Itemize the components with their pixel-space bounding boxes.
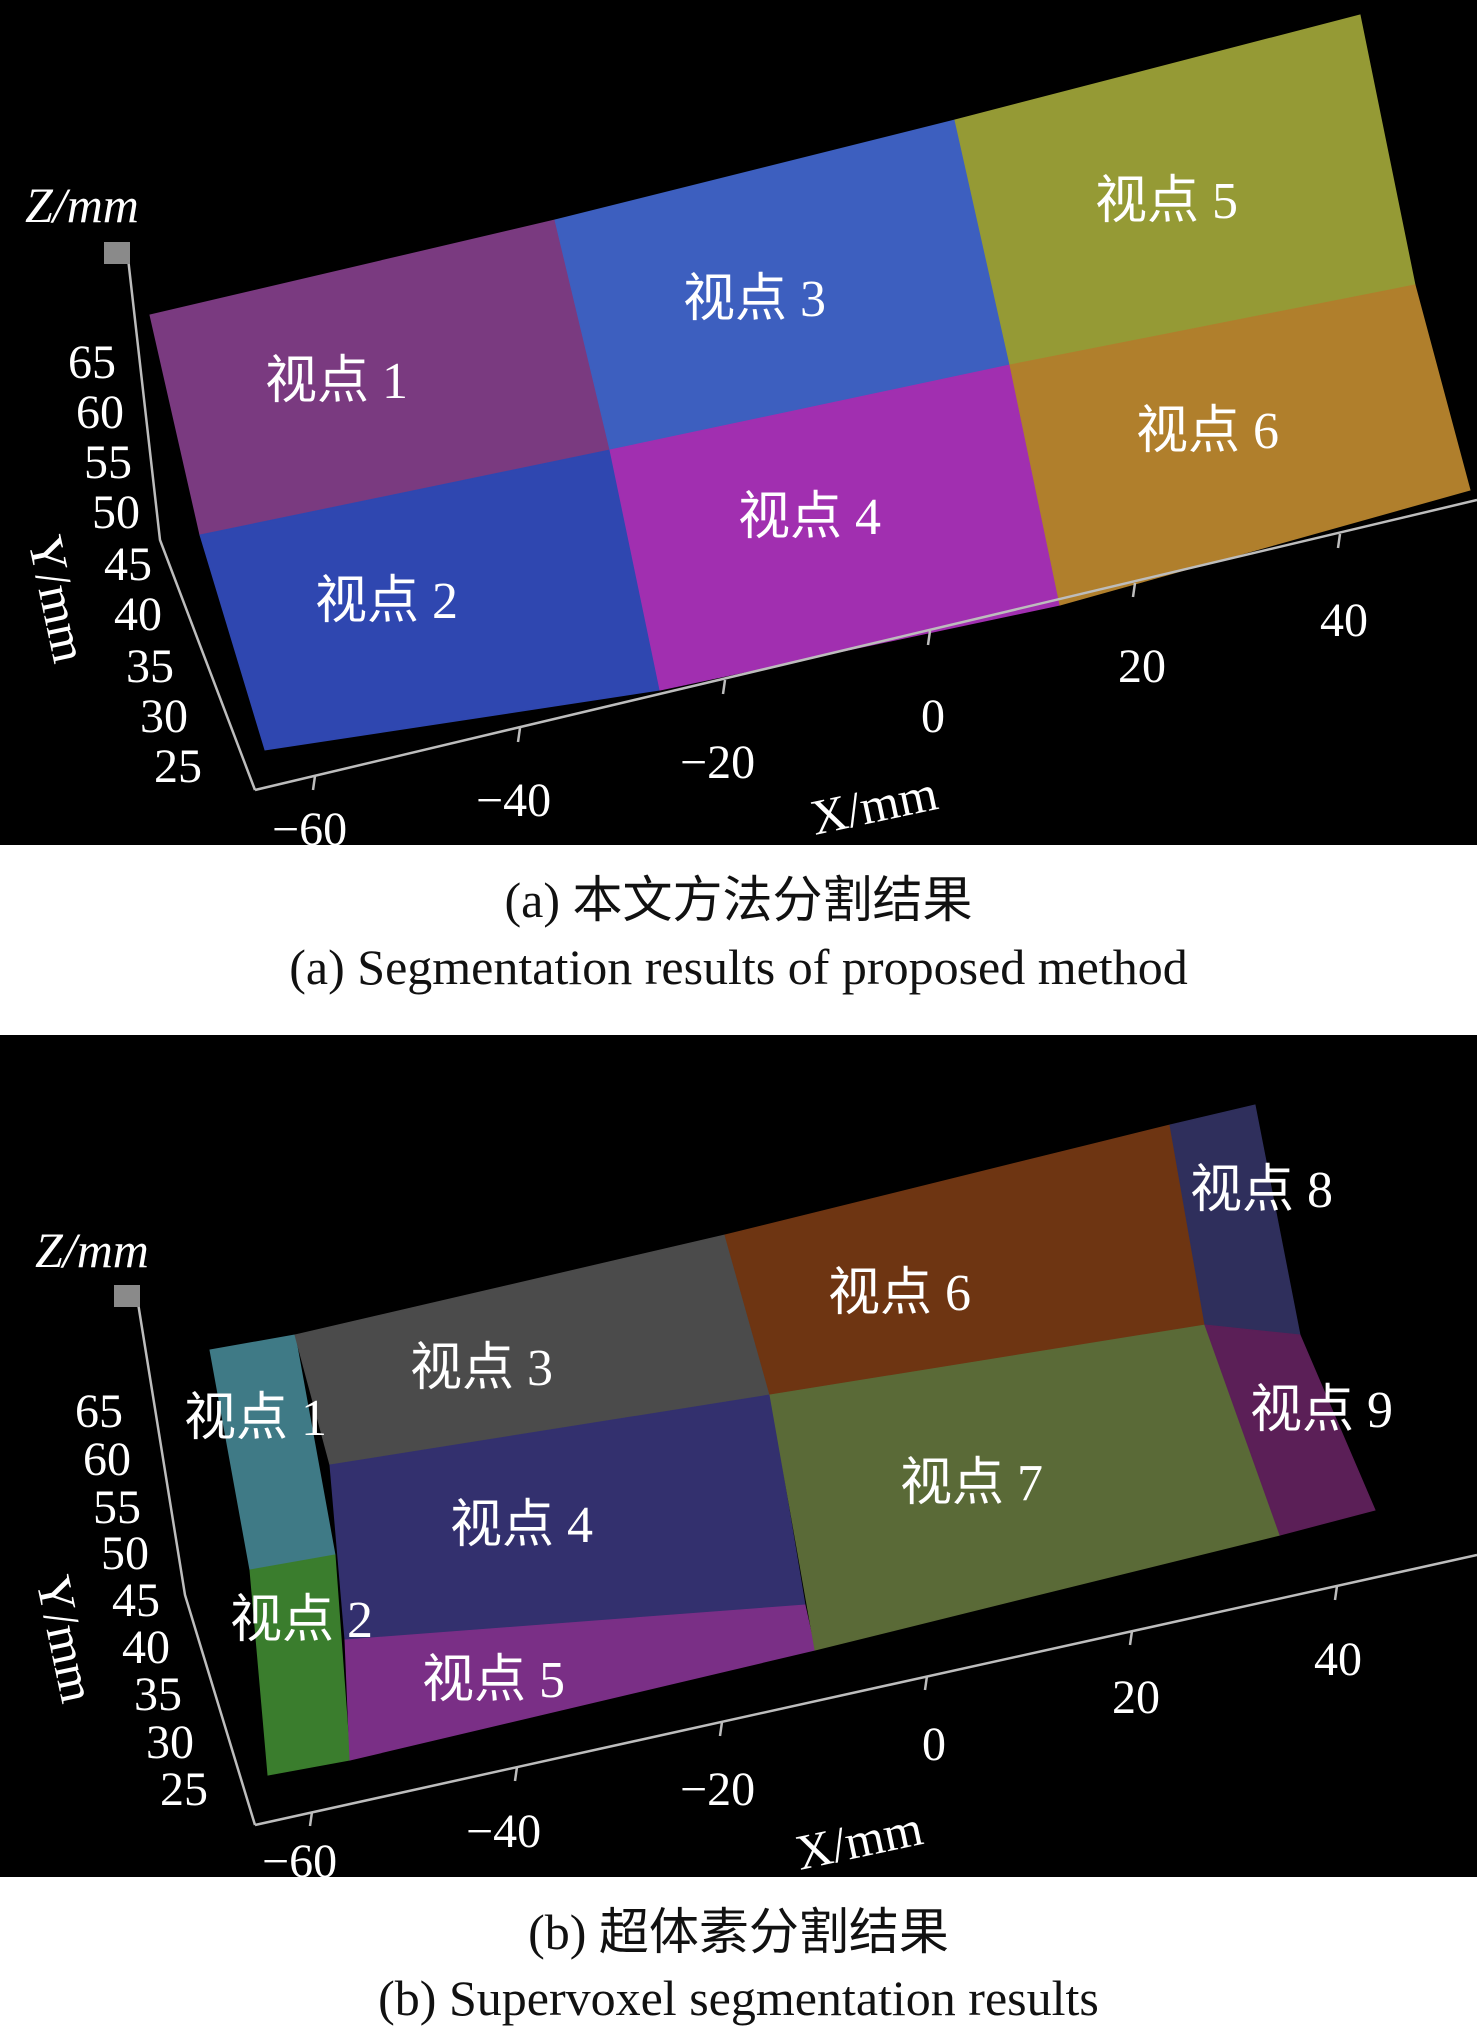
fig-b-region-label-9: 视点 9: [1250, 1382, 1393, 1439]
fig-b-region-label-2: 视点 2: [230, 1592, 373, 1649]
fig-b-y-tick-label: 40: [122, 1621, 170, 1674]
fig-b-y-tick-label: 50: [101, 1527, 149, 1580]
fig-a-x-tick-mark: [516, 727, 522, 743]
fig-b-region-label-3: 视点 3: [410, 1340, 553, 1397]
fig-a-y-tick-label: 50: [92, 486, 140, 539]
fig-b-y-tick-label: 55: [93, 1481, 141, 1534]
fig-b-region-label-4: 视点 4: [450, 1497, 593, 1554]
fig-b-z-axis-marker: [114, 1285, 140, 1307]
fig-a-x-tick-mark: [721, 679, 727, 695]
fig-b-y-axis-line: [136, 1302, 257, 1826]
fig-a-region-label-6: 视点 6: [1136, 403, 1279, 460]
fig-a-region-6: [1009, 284, 1471, 606]
fig-a-x-tick-label: 40: [1320, 594, 1368, 647]
fig-a-y-tick-label: 55: [84, 436, 132, 489]
fig-a-y-tick-label: 40: [114, 588, 162, 641]
fig-a-region-label-5: 视点 5: [1095, 173, 1238, 230]
fig-a-z-axis-marker: [104, 242, 130, 264]
fig-b-x-tick-mark: [308, 1811, 314, 1827]
fig-b-x-tick-label: −40: [466, 1805, 541, 1858]
fig-b-region-label-6: 视点 6: [828, 1265, 971, 1322]
fig-b-x-tick-label: 40: [1314, 1633, 1362, 1686]
fig-a-x-tick-mark: [1131, 582, 1137, 598]
fig-a-y-tick-label: 60: [76, 386, 124, 439]
figure-a-caption-zh: (a) 本文方法分割结果: [504, 872, 973, 928]
fig-b-x-tick-mark: [923, 1675, 929, 1691]
fig-b-x-tick-label: 20: [1112, 1671, 1160, 1724]
fig-a-y-tick-label: 45: [104, 538, 152, 591]
fig-b-x-tick-label: −60: [262, 1835, 337, 1877]
fig-a-region-label-4: 视点 4: [738, 489, 881, 546]
fig-b-x-tick-label: 0: [922, 1718, 946, 1771]
fig-a-region-label-1: 视点 1: [265, 353, 408, 410]
fig-b-x-tick-mark: [1333, 1585, 1339, 1601]
figure-a-caption-en: (a) Segmentation results of proposed met…: [289, 939, 1188, 995]
fig-b-z-axis-title: Z/mm: [35, 1222, 149, 1278]
fig-b-region-label-8: 视点 8: [1190, 1162, 1333, 1219]
figure-b-plot: 视点 1 视点 2 视点 3 视点 4 视点 5 视点 6 视点 7 视点 8 …: [25, 1104, 1477, 1877]
fig-a-x-tick-label: −40: [476, 774, 551, 827]
figure-a-panel: 视点 1 视点 2 视点 3 视点 4 视点 5 视点 6 Z/mm Y/mm …: [0, 0, 1477, 845]
fig-b-x-tick-mark: [1128, 1630, 1134, 1646]
fig-b-x-axis-line: [254, 1553, 1477, 1827]
fig-a-x-tick-label: 0: [921, 690, 945, 743]
fig-b-y-axis-title: Y/mm: [25, 1571, 106, 1708]
fig-b-x-axis-title: X/mm: [791, 1799, 928, 1877]
fig-b-region-label-7: 视点 7: [900, 1455, 1043, 1512]
fig-a-x-tick-mark: [926, 630, 932, 646]
fig-b-x-tick-mark: [718, 1721, 724, 1737]
fig-a-region-label-3: 视点 3: [683, 271, 826, 328]
figure-b-caption-zh: (b) 超体素分割结果: [528, 1904, 949, 1960]
fig-b-region-9: [1204, 1324, 1376, 1536]
fig-b-y-tick-label: 35: [134, 1668, 182, 1721]
fig-a-x-tick-label: 20: [1118, 640, 1166, 693]
fig-a-x-tick-mark: [311, 775, 317, 791]
fig-b-region-label-1: 视点 1: [184, 1390, 327, 1447]
fig-b-x-tick-mark: [513, 1766, 519, 1782]
figure-a-plot: 视点 1 视点 2 视点 3 视点 4 视点 5 视点 6 Z/mm Y/mm …: [17, 14, 1477, 845]
fig-a-x-axis-title: X/mm: [806, 764, 943, 845]
fig-b-y-tick-label: 25: [160, 1763, 208, 1816]
fig-a-y-tick-label: 65: [68, 336, 116, 389]
fig-a-y-axis-line: [126, 257, 257, 791]
fig-a-x-tick-label: −20: [680, 736, 755, 789]
fig-a-y-tick-label: 35: [126, 640, 174, 693]
fig-b-y-tick-label: 60: [83, 1433, 131, 1486]
fig-a-x-axis-line: [254, 498, 1477, 792]
fig-b-region-2: [249, 1554, 351, 1776]
fig-b-y-tick-label: 65: [75, 1385, 123, 1438]
fig-a-x-tick-mark: [1336, 533, 1342, 549]
fig-a-y-tick-label: 30: [140, 690, 188, 743]
fig-a-y-axis-title: Y/mm: [17, 531, 98, 668]
fig-b-region-label-5: 视点 5: [422, 1652, 565, 1709]
figure-b-panel: 视点 1 视点 2 视点 3 视点 4 视点 5 视点 6 视点 7 视点 8 …: [0, 1035, 1477, 1877]
fig-a-region-label-2: 视点 2: [315, 573, 458, 630]
fig-b-y-tick-label: 30: [146, 1716, 194, 1769]
figure-b-caption-en: (b) Supervoxel segmentation results: [378, 1970, 1099, 2026]
fig-b-x-tick-label: −20: [680, 1763, 755, 1816]
fig-a-y-tick-label: 25: [154, 740, 202, 793]
fig-b-y-tick-label: 45: [112, 1574, 160, 1627]
fig-a-z-axis-title: Z/mm: [25, 177, 139, 233]
fig-a-x-tick-label: −60: [272, 803, 347, 845]
